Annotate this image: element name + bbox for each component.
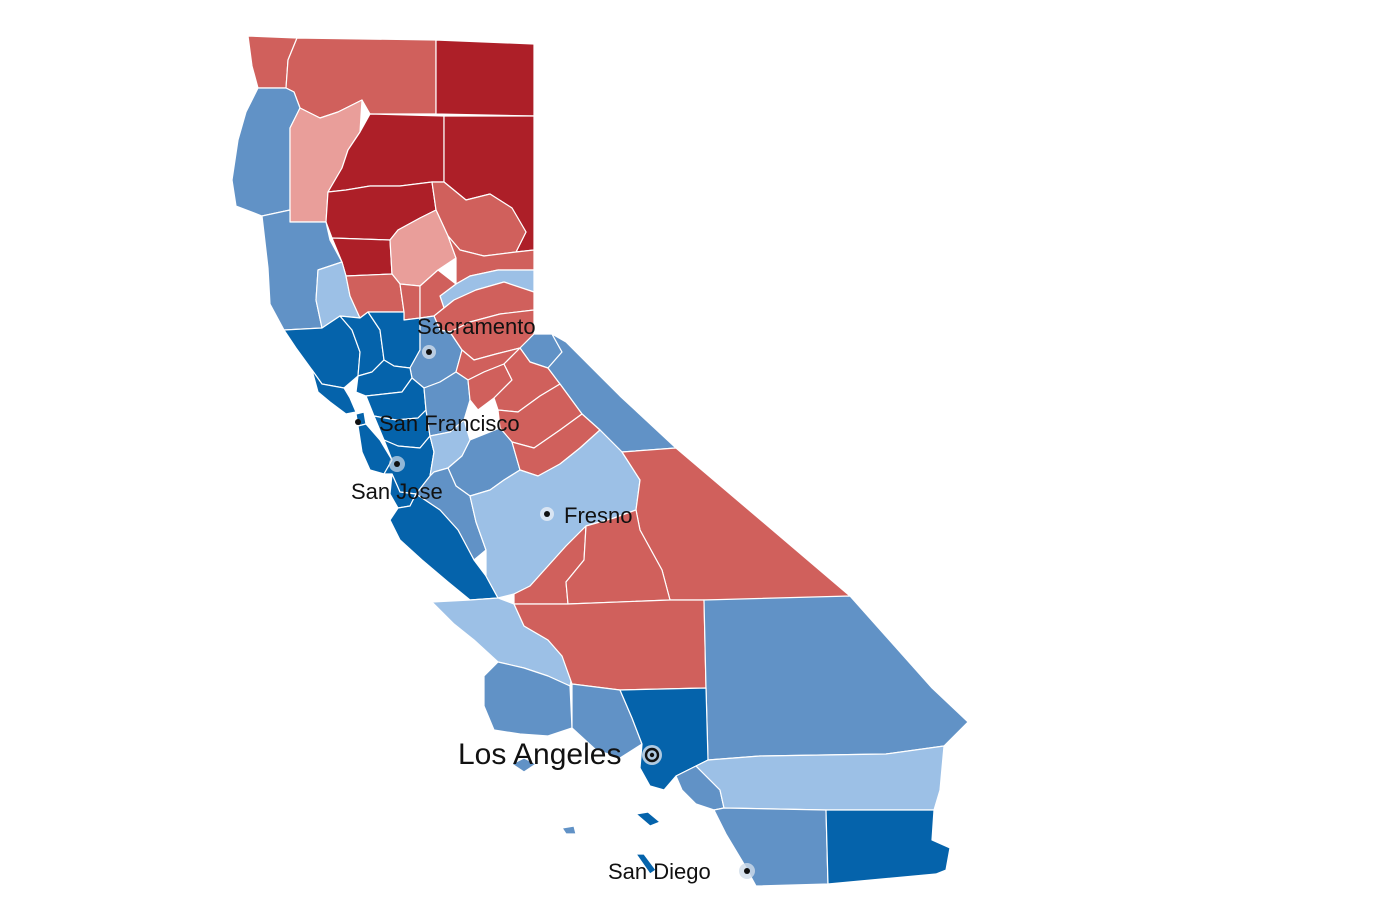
city-dot <box>649 752 655 758</box>
city-marker-san-francisco[interactable] <box>355 419 361 425</box>
city-dot <box>394 461 400 467</box>
counties <box>231 35 969 887</box>
city-marker-sacramento[interactable] <box>422 345 436 359</box>
city-label-san-diego: San Diego <box>608 859 711 884</box>
city-marker-san-diego[interactable] <box>739 863 755 879</box>
county-island-catalina <box>635 811 661 827</box>
city-label-los-angeles: Los Angeles <box>458 738 621 771</box>
county-island-san-nicolas <box>561 825 577 835</box>
city-dot <box>744 868 750 874</box>
city-marker-san-jose[interactable] <box>389 456 405 472</box>
city-label-san-francisco: San Francisco <box>379 411 520 436</box>
county-riverside[interactable] <box>695 745 945 811</box>
city-marker-los-angeles[interactable] <box>642 745 662 765</box>
city-marker-fresno[interactable] <box>540 507 554 521</box>
city-label-san-jose: San Jose <box>351 479 443 504</box>
county-tulare[interactable] <box>565 509 671 605</box>
city-ring <box>644 747 660 763</box>
county-san-joaquin[interactable] <box>423 371 471 437</box>
county-modoc[interactable] <box>435 39 535 117</box>
county-san-bernardino[interactable] <box>703 595 969 761</box>
county-san-diego[interactable] <box>713 807 829 887</box>
county-island-santa-cruz <box>511 757 537 773</box>
city-markers <box>355 345 755 879</box>
city-dot <box>544 511 550 517</box>
city-dot <box>355 419 361 425</box>
city-label-fresno: Fresno <box>564 503 632 528</box>
county-marin[interactable] <box>311 369 357 415</box>
city-labels: Sacramento San Francisco San Jose Fresno… <box>351 314 711 884</box>
county-los-angeles[interactable] <box>619 687 709 791</box>
county-island-san-clemente <box>635 853 657 875</box>
county-imperial[interactable] <box>825 809 951 885</box>
city-dot <box>426 349 432 355</box>
city-label-sacramento: Sacramento <box>417 314 536 339</box>
